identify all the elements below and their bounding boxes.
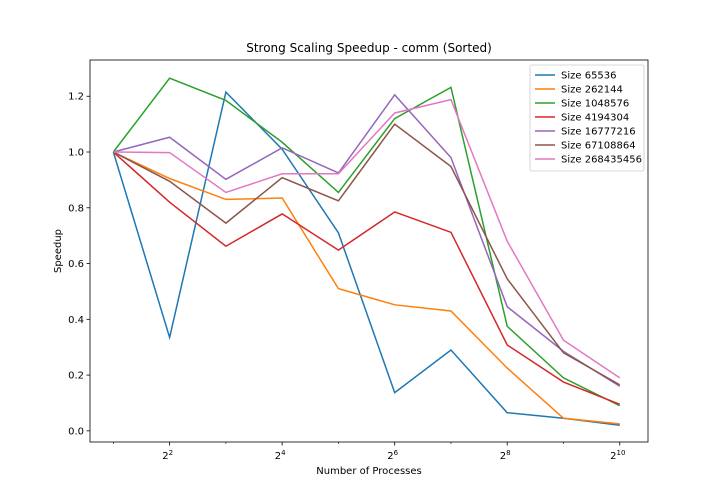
y-axis: 0.0 0.2 0.4 0.6 0.8 1.0 1.2: [68, 92, 90, 437]
x-axis-title: Number of Processes: [316, 466, 421, 477]
legend-entry-label: Size 268435456: [561, 155, 642, 166]
series-line-7: [113, 98, 621, 379]
y-tick-label: 0.2: [68, 371, 84, 382]
x-tick-label: 22: [162, 449, 173, 462]
series-line-3: [112, 77, 621, 407]
legend-box: [529, 64, 645, 172]
x-tick-label: 28: [500, 449, 511, 462]
legend: Size 65536 Size 262144 Size 1048576 Size 41…: [529, 64, 645, 172]
y-tick-label: 0.6: [68, 259, 84, 270]
y-tick-label: 0.0: [68, 426, 84, 437]
chart-title: Strong Scaling Speedup - comm (Sorted): [246, 41, 492, 55]
x-tick-label: 24: [275, 449, 286, 462]
y-axis-title: Speedup: [53, 229, 64, 273]
series-line-2: [113, 151, 620, 425]
legend-entry-label: Size 262144: [561, 85, 623, 96]
y-tick-label: 1.0: [68, 148, 84, 159]
x-tick-label: 210: [610, 449, 625, 462]
series-layer: [112, 77, 621, 427]
series-line-6: [113, 123, 621, 386]
legend-entry-label: Size 65536: [561, 71, 617, 82]
y-tick-label: 0.8: [68, 203, 84, 214]
legend-entry-label: Size 16777216: [561, 127, 636, 138]
x-axis: 22 24 26 28 210: [113, 442, 625, 462]
legend-entry-label: Size 4194304: [561, 113, 629, 124]
series-line-5: [113, 93, 621, 387]
plot-area: [89, 59, 649, 443]
y-tick-label: 0.4: [68, 315, 84, 326]
legend-entry-label: Size 67108864: [561, 141, 636, 152]
x-tick-label: 26: [387, 449, 398, 462]
legend-entry-label: Size 1048576: [561, 99, 629, 110]
y-tick-label: 1.2: [68, 92, 84, 103]
series-line-1: [112, 90, 620, 427]
series-line-4: [112, 151, 621, 406]
